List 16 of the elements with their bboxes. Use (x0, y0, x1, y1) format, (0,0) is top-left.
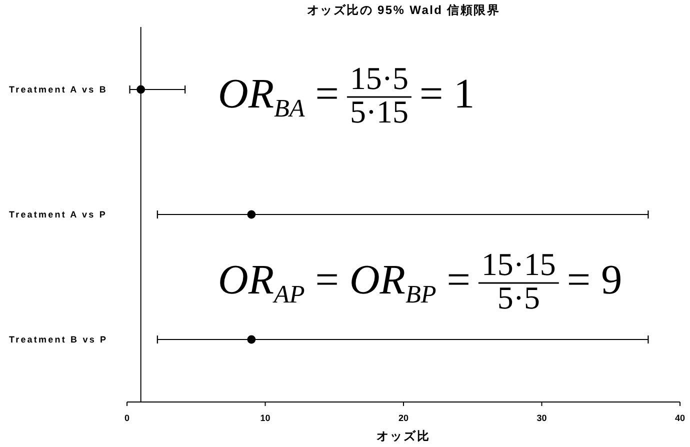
x-axis-title: オッズ比 (376, 429, 430, 443)
y-tick-label: Treatment A vs P (9, 210, 107, 220)
x-tick-label: 30 (536, 413, 547, 423)
x-tick-label: 20 (398, 413, 409, 423)
annotation: 5·15 (350, 94, 408, 130)
y-tick-label: Treatment B vs P (9, 334, 108, 344)
annotation: 5·5 (497, 280, 540, 316)
title: オッズ比の 95% Wald 信頼限界 (306, 3, 500, 17)
x-tick-label: 40 (674, 413, 686, 423)
x-tick-label: 0 (124, 413, 130, 423)
x-tick-label: 10 (260, 413, 270, 423)
annotation: = 1 (419, 72, 475, 118)
annotation: 15·5 (350, 61, 408, 96)
y-tick-label: Treatment A vs B (9, 84, 108, 94)
annotation: 15·15 (481, 247, 556, 282)
annotation: = 9 (566, 258, 622, 304)
